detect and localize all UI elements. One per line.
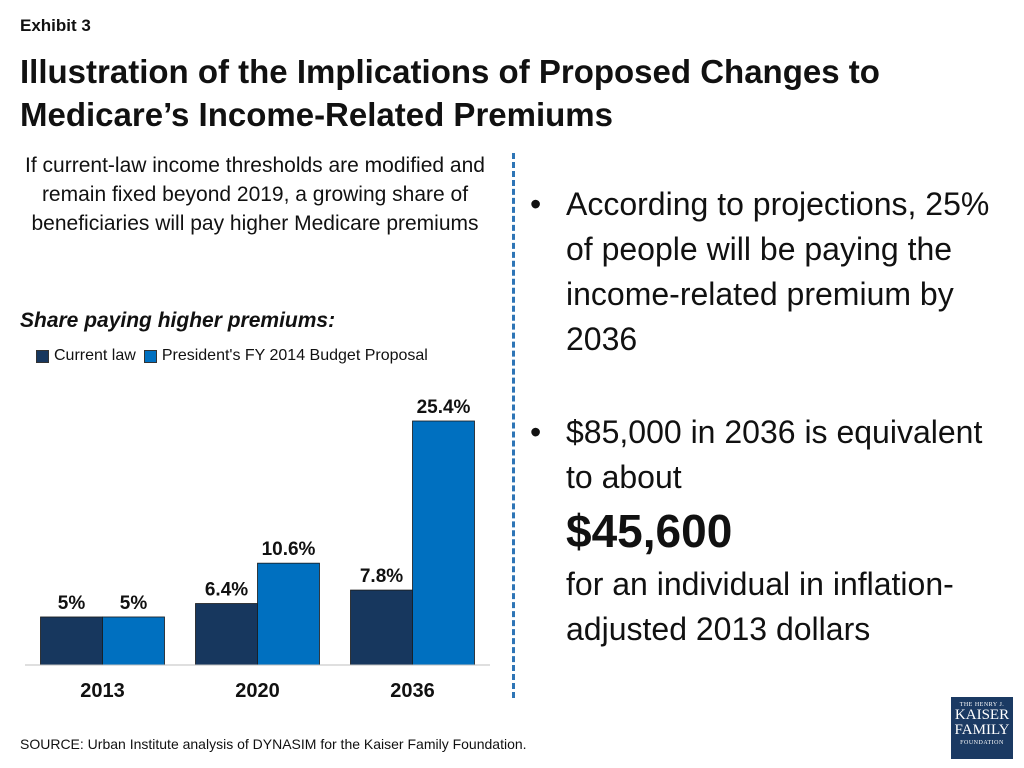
bar-proposal-2020 xyxy=(257,562,320,666)
legend-swatch-current-law xyxy=(36,349,49,363)
exhibit-label: Exhibit 3 xyxy=(20,16,91,35)
page-title: Illustration of the Implications of Prop… xyxy=(20,53,880,133)
data-label: 7.8% xyxy=(360,566,403,587)
bullet-item-projection: • According to projections, 25% of peopl… xyxy=(530,182,1010,362)
bar-chart: 5% 5% 2013 6.4% 10.6% 2020 7.8% 25.4% 2036 xyxy=(25,397,490,702)
legend-item-proposal: President's FY 2014 Budget Proposal xyxy=(143,347,428,365)
bullet-text-projection: According to projections, 25% of people … xyxy=(566,186,990,357)
data-label: 25.4% xyxy=(417,397,471,418)
bar-proposal-2036 xyxy=(412,420,475,666)
data-label: 5% xyxy=(58,593,86,614)
highlight-amount: $45,600 xyxy=(566,505,733,557)
bullet-text-lead: $85,000 in 2036 is equivalent to about xyxy=(566,414,983,495)
x-tick-label: 2036 xyxy=(390,680,435,702)
logo-line-1: THE HENRY J. xyxy=(959,702,1005,708)
logo-line-3: FAMILY xyxy=(954,722,1010,738)
bullet-dot-icon: • xyxy=(530,186,542,222)
bar-current-law-2020 xyxy=(195,603,258,666)
bar-current-law-2013 xyxy=(40,616,103,666)
logo-line-4: FOUNDATION xyxy=(960,740,1004,746)
dashed-divider xyxy=(512,153,515,698)
legend-label-proposal: President's FY 2014 Budget Proposal xyxy=(161,347,428,364)
bar-current-law-2036 xyxy=(350,589,413,666)
legend-swatch-proposal xyxy=(143,349,157,363)
data-label: 10.6% xyxy=(262,539,316,560)
data-label: 5% xyxy=(120,593,148,614)
chart-subtitle: If current-law income thresholds are mod… xyxy=(25,154,485,235)
bar-proposal-2013 xyxy=(102,616,165,666)
x-tick-label: 2020 xyxy=(235,680,280,702)
kff-logo: THE HENRY J. KAISER FAMILY FOUNDATION xyxy=(951,697,1013,759)
bullet-item-inflation: • $85,000 in 2036 is equivalent to about… xyxy=(530,410,1010,652)
data-label: 6.4% xyxy=(205,580,248,601)
chart-legend: Current law President's FY 2014 Budget P… xyxy=(36,347,436,365)
bullet-text-tail: for an individual in inflation-adjusted … xyxy=(566,566,954,647)
bullet-list: • According to projections, 25% of peopl… xyxy=(530,182,1010,652)
share-label: Share paying higher premiums: xyxy=(20,309,336,332)
legend-item-current-law: Current law xyxy=(36,347,136,365)
logo-line-2: KAISER xyxy=(954,707,1010,723)
bullet-dot-icon: • xyxy=(530,414,542,450)
source-note: SOURCE: Urban Institute analysis of DYNA… xyxy=(20,736,527,752)
x-tick-label: 2013 xyxy=(80,680,125,702)
legend-label-current-law: Current law xyxy=(54,347,136,364)
